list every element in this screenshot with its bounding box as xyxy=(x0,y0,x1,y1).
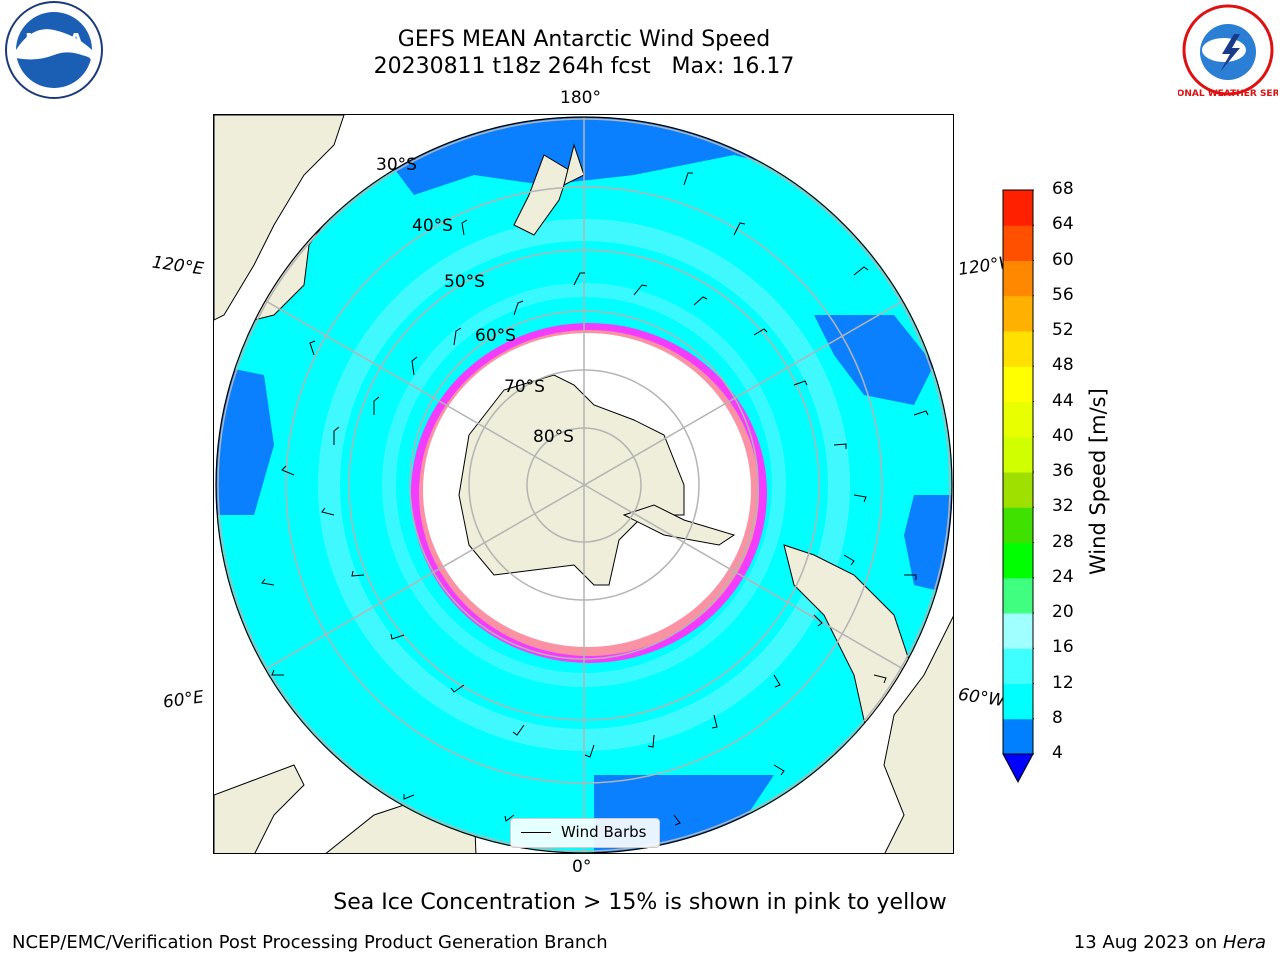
svg-text:NATIONAL WEATHER SERVICE: NATIONAL WEATHER SERVICE xyxy=(1178,89,1278,99)
colorbar-tick-label: 56 xyxy=(1052,284,1074,305)
colorbar-tick-label: 48 xyxy=(1052,355,1074,376)
colorbar-label: Wind Speed [m/s] xyxy=(1086,388,1110,575)
footer-date-text: 13 Aug 2023 on xyxy=(1073,932,1223,953)
colorbar-tick-label: 40 xyxy=(1052,425,1074,446)
colorbar-tick-label: 4 xyxy=(1052,743,1063,763)
colorbar-tick-label: 28 xyxy=(1052,531,1074,552)
colorbar-tick-label: 68 xyxy=(1052,179,1074,199)
colorbar-segment xyxy=(1003,331,1033,367)
lat-label-30s: 30°S xyxy=(376,155,417,175)
colorbar-tick-label: 60 xyxy=(1052,249,1074,270)
sea-ice-note: Sea Ice Concentration > 15% is shown in … xyxy=(333,890,947,915)
nws-logo: NATIONAL WEATHER SERVICE xyxy=(1153,0,1280,104)
colorbar-tick-label: 12 xyxy=(1052,672,1074,693)
colorbar xyxy=(1002,189,1034,784)
footer-credit: NCEP/EMC/Verification Post Processing Pr… xyxy=(12,932,608,953)
colorbar-tick-label: 8 xyxy=(1052,707,1063,728)
colorbar-tick-label: 20 xyxy=(1052,602,1074,622)
wind-barb-swatch xyxy=(521,832,551,833)
lat-label-60s: 60°S xyxy=(475,326,516,346)
colorbar-segment xyxy=(1003,683,1033,720)
colorbar-segment xyxy=(1003,613,1033,649)
colorbar-tick-label: 44 xyxy=(1052,390,1074,411)
lat-label-80s: 80°S xyxy=(533,427,574,447)
footer-machine: Hera xyxy=(1222,932,1266,953)
colorbar-segment xyxy=(1003,507,1033,543)
colorbar-segment xyxy=(1003,472,1033,508)
lat-label-70s: 70°S xyxy=(504,377,545,397)
colorbar-segment xyxy=(1003,648,1033,684)
colorbar-tick-label: 64 xyxy=(1052,214,1074,235)
colorbar-tick-label: 24 xyxy=(1052,566,1074,587)
polar-map: 30°S 40°S 50°S 60°S 70°S 80°S xyxy=(213,114,954,854)
outer-land xyxy=(214,115,953,853)
chart-subtitle: 20230811 t18z 264h fcst Max: 16.17 xyxy=(373,54,795,79)
map-legend: Wind Barbs xyxy=(510,818,660,848)
colorbar-tick-label: 52 xyxy=(1052,320,1074,340)
svg-text:NOAA: NOAA xyxy=(25,30,83,51)
colorbar-segment xyxy=(1003,542,1033,579)
lat-label-50s: 50°S xyxy=(444,272,485,292)
colorbar-segment xyxy=(1003,366,1033,402)
longitude-label-60e: 60°E xyxy=(161,687,206,713)
colorbar-segment xyxy=(1003,401,1033,438)
graticule xyxy=(216,117,952,853)
colorbar-segment xyxy=(1003,295,1033,332)
colorbar-tick-label: 16 xyxy=(1052,637,1074,658)
colorbar-segment xyxy=(1003,436,1033,473)
colorbar-tick-label: 36 xyxy=(1052,461,1074,481)
colorbar-segment xyxy=(1003,190,1033,226)
longitude-label-180: 180° xyxy=(560,88,601,108)
chart-title: GEFS MEAN Antarctic Wind Speed xyxy=(397,27,771,52)
colorbar-segment xyxy=(1003,577,1033,614)
legend-label: Wind Barbs xyxy=(561,823,647,841)
colorbar-tick-label: 32 xyxy=(1052,496,1074,517)
colorbar-extend-arrow xyxy=(1002,753,1034,784)
longitude-label-60w: 60°W xyxy=(956,684,1007,712)
lat-label-40s: 40°S xyxy=(412,216,453,236)
longitude-label-0: 0° xyxy=(572,857,592,877)
colorbar-segment xyxy=(1003,225,1033,261)
wind-barbs xyxy=(261,172,929,826)
footer-date: 13 Aug 2023 on Hera xyxy=(1074,932,1266,953)
longitude-label-120e: 120°E xyxy=(150,252,205,280)
noaa-logo: NOAA xyxy=(2,0,106,104)
colorbar-segment xyxy=(1003,718,1033,755)
colorbar-segment xyxy=(1003,260,1033,297)
